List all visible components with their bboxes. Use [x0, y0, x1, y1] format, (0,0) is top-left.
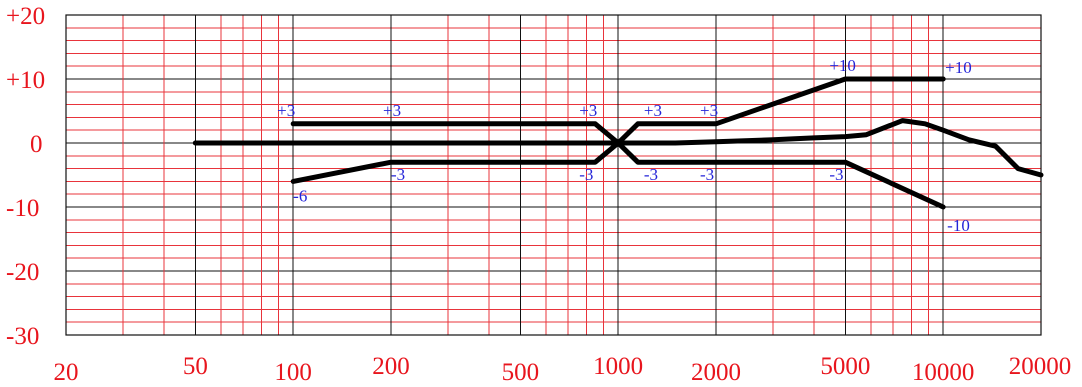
x-tick-label: 200	[372, 353, 410, 380]
series-line-1	[290, 76, 946, 146]
data-label: -10	[947, 216, 970, 235]
data-label: +10	[945, 58, 972, 77]
x-tick-label: 500	[502, 359, 540, 386]
x-tick-label: 5000	[820, 353, 870, 380]
chart-grid	[66, 14, 1041, 336]
data-label: -6	[293, 186, 307, 205]
y-tick-label: -10	[6, 195, 39, 222]
data-label: +3	[700, 101, 718, 120]
data-label: -3	[391, 165, 405, 184]
data-label: +3	[383, 101, 401, 120]
x-tick-label: 100	[274, 359, 312, 386]
data-label: -3	[700, 165, 714, 184]
x-axis-tick-labels: 20 50 100 200 500 1000 2000 5000 10000 20000	[54, 353, 1072, 386]
x-tick-label: 20	[54, 359, 79, 386]
y-tick-label: -20	[6, 259, 39, 286]
y-tick-label: +10	[6, 67, 45, 94]
y-axis-tick-labels: +20 +10 0 -10 -20 -30	[6, 3, 45, 350]
x-tick-label: 20000	[1009, 353, 1072, 380]
x-tick-label: 10000	[912, 359, 975, 386]
x-tick-label: 50	[183, 353, 208, 380]
plot-frame	[65, 14, 1042, 336]
response-curves	[192, 76, 1044, 210]
y-tick-label: -30	[6, 323, 39, 350]
data-label: +10	[829, 56, 856, 75]
x-tick-label: 1000	[593, 353, 643, 380]
y-tick-label: +20	[6, 3, 45, 30]
data-label: +3	[277, 101, 295, 120]
data-label: -3	[829, 165, 843, 184]
x-tick-label: 2000	[691, 359, 741, 386]
series-line-3	[192, 118, 1044, 178]
data-label: -3	[644, 165, 658, 184]
value-annotations: +3 +3 +3 +3 +3 +10 +10 -6 -3 -3 -3 -3 -3 -10	[277, 56, 972, 235]
data-label: -3	[579, 165, 593, 184]
data-label: +3	[644, 101, 662, 120]
data-label: +3	[579, 101, 597, 120]
y-tick-label: 0	[30, 131, 43, 158]
